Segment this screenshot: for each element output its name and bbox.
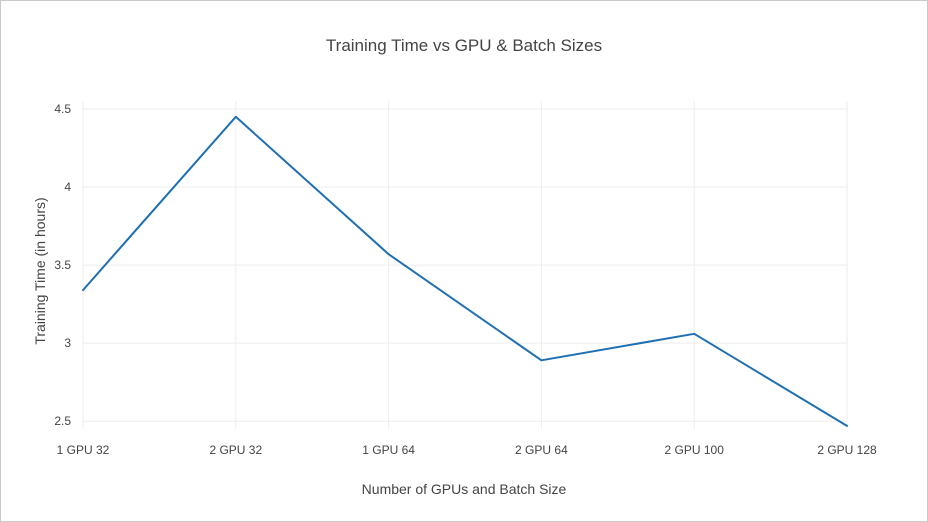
series-line	[82, 115, 848, 427]
x-axis-ticks: 1 GPU 32 2 GPU 32 1 GPU 64 2 GPU 64 2 GPU 10…	[57, 443, 877, 457]
y-tick-label: 4.5	[54, 102, 71, 116]
chart-title: Training Time vs GPU & Batch Sizes	[326, 36, 602, 55]
x-tick-label: 1 GPU 32	[57, 443, 110, 457]
x-tick-label: 1 GPU 64	[362, 443, 415, 457]
y-axis-ticks: 2.5 3 3.5 4 4.5	[54, 102, 71, 428]
y-tick-label: 2.5	[54, 414, 71, 428]
y-tick-label: 3	[64, 336, 71, 350]
y-tick-label: 4	[64, 180, 71, 194]
x-tick-label: 2 GPU 100	[665, 443, 725, 457]
y-tick-label: 3.5	[54, 258, 71, 272]
y-axis-title: Training Time (in hours)	[32, 197, 48, 344]
x-tick-label: 2 GPU 64	[515, 443, 568, 457]
series-layer	[82, 115, 848, 427]
grid-lines	[82, 101, 848, 429]
x-tick-label: 2 GPU 128	[817, 443, 877, 457]
x-tick-label: 2 GPU 32	[209, 443, 262, 457]
x-axis-title: Number of GPUs and Batch Size	[362, 481, 567, 497]
